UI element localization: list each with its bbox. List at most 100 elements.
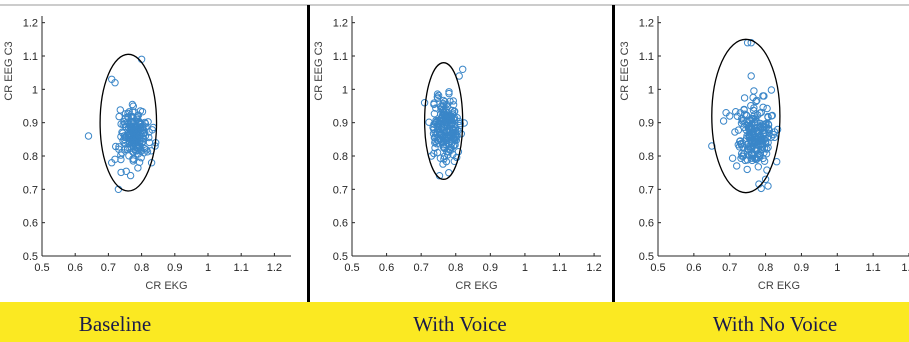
y-tick-label: 0.6 — [639, 218, 654, 230]
x-tick-label: 1.2 — [901, 262, 909, 274]
data-point — [749, 152, 757, 160]
data-point — [115, 143, 123, 151]
data-point — [435, 135, 443, 143]
data-point — [111, 155, 119, 164]
data-point — [750, 87, 758, 95]
x-tick-label: 1.1 — [865, 262, 880, 274]
scatter-panel-1: 0.5 0.6 0.7 0.8 0.9 1 1.1 1.2 0.5 0.6 0.7 0.8 0.9 1 1.… — [3, 16, 291, 292]
data-point — [440, 114, 449, 122]
scatter-panel-2: 0.5 0.6 0.7 0.8 0.9 1 1.1 1.2 0.5 0.6 0.7 0.8 0.9 1 1.… — [313, 16, 602, 292]
x-tick-label: 0.5 — [650, 262, 665, 274]
confidence-ellipse — [423, 62, 464, 180]
data-point — [747, 39, 755, 47]
data-point — [744, 143, 753, 151]
data-point — [446, 133, 455, 142]
x-axis-label: CR EKG — [455, 280, 497, 292]
data-point — [433, 148, 442, 157]
confidence-ellipse — [711, 38, 781, 194]
data-point — [139, 129, 147, 138]
data-point — [448, 124, 456, 133]
data-point — [754, 163, 762, 171]
data-point — [145, 133, 153, 142]
x-tick-label: 0.9 — [483, 262, 498, 274]
x-tick-label: 1.2 — [267, 262, 282, 274]
y-tick-label: 1.2 — [639, 18, 654, 30]
data-point — [448, 109, 457, 117]
data-point — [761, 175, 770, 184]
data-point — [753, 134, 762, 142]
data-point — [752, 97, 760, 106]
data-point — [733, 112, 742, 120]
y-axis-label: CR EEG C3 — [619, 41, 631, 100]
data-point — [754, 141, 762, 150]
data-point — [760, 92, 768, 100]
y-tick-label: 1.1 — [333, 51, 348, 63]
data-point — [119, 129, 127, 137]
data-point — [129, 108, 137, 116]
data-point — [123, 131, 131, 140]
data-point — [745, 151, 753, 159]
data-point — [743, 165, 751, 174]
data-point — [430, 99, 438, 107]
x-tick-label: 0.8 — [134, 262, 149, 274]
data-point — [420, 99, 429, 107]
y-tick-label: 0.6 — [23, 218, 38, 230]
data-point — [122, 167, 130, 176]
data-point — [430, 134, 439, 142]
data-point — [737, 119, 746, 127]
panel-divider — [307, 5, 310, 302]
data-point — [434, 125, 443, 134]
data-point — [737, 140, 745, 149]
data-point — [448, 106, 457, 115]
data-point — [442, 157, 451, 166]
data-point — [732, 108, 740, 116]
data-point — [457, 130, 465, 138]
data-point — [459, 65, 467, 74]
data-point — [111, 79, 119, 87]
data-point — [117, 168, 125, 177]
data-point — [760, 135, 769, 144]
data-point — [444, 133, 452, 142]
data-point — [734, 141, 742, 149]
y-axis-label: CR EEG C3 — [3, 41, 15, 100]
data-point — [453, 153, 461, 162]
data-point — [773, 125, 782, 134]
data-point — [129, 138, 138, 147]
panel-caption: With No Voice — [713, 312, 837, 336]
data-point — [453, 132, 461, 140]
y-tick-label: 0.8 — [333, 151, 348, 163]
data-point — [135, 119, 144, 127]
data-point — [125, 140, 133, 148]
panel-caption: With Voice — [413, 312, 506, 336]
data-point — [768, 111, 776, 120]
data-point — [138, 108, 147, 116]
y-tick-label: 0.9 — [23, 118, 38, 130]
data-point — [728, 154, 737, 162]
y-tick-label: 0.9 — [333, 118, 348, 130]
data-point — [439, 106, 447, 115]
data-point — [84, 132, 93, 140]
data-point — [749, 141, 757, 149]
x-tick-label: 0.6 — [68, 262, 83, 274]
x-tick-label: 0.6 — [686, 262, 701, 274]
data-point — [124, 113, 132, 122]
data-point — [436, 131, 445, 139]
y-tick-label: 1 — [342, 84, 348, 96]
data-point — [433, 90, 442, 98]
data-point — [121, 120, 129, 128]
data-point — [759, 130, 768, 138]
x-tick-label: 1 — [522, 262, 528, 274]
y-tick-label: 1 — [648, 84, 654, 96]
x-tick-label: 0.5 — [344, 262, 359, 274]
data-point — [753, 145, 761, 153]
data-point — [722, 109, 730, 117]
data-point — [762, 119, 770, 128]
y-tick-label: 0.7 — [23, 184, 38, 196]
caption-band — [0, 302, 909, 342]
y-tick-label: 0.9 — [639, 118, 654, 130]
data-point — [116, 106, 125, 114]
x-tick-label: 0.7 — [101, 262, 116, 274]
data-point — [432, 104, 440, 112]
data-point — [139, 134, 148, 142]
